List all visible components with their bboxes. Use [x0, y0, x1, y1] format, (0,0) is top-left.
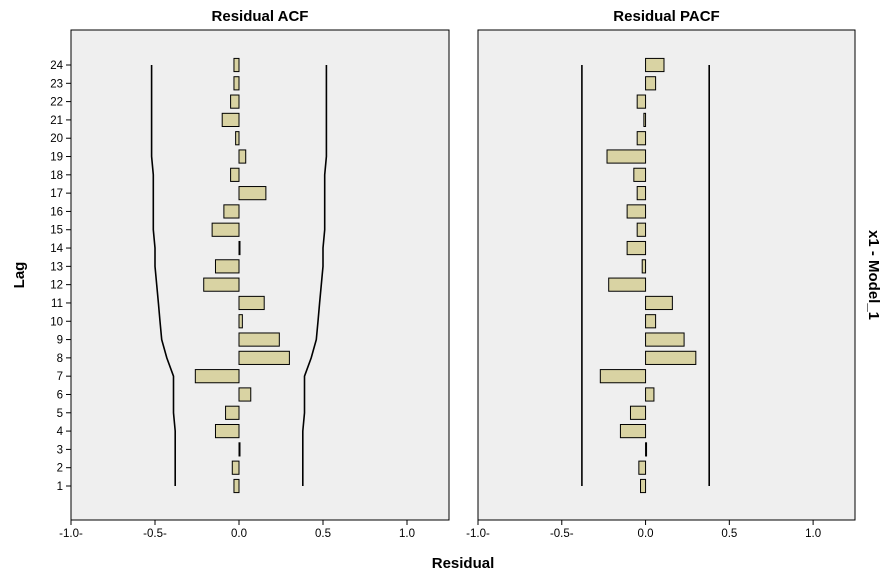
y-tick-label: 23	[50, 78, 63, 90]
bar-lag-13	[641, 259, 647, 274]
y-tick-label: 9	[57, 335, 63, 347]
x-tick-label: -0.5-	[550, 528, 574, 540]
acf-panel	[70, 29, 450, 521]
y-tick-label: 24	[50, 60, 63, 72]
y-tick-label: 6	[57, 389, 63, 401]
bar-lag-17	[636, 186, 647, 201]
bar-lag-3	[238, 442, 241, 457]
bar-lag-6	[645, 387, 655, 402]
y-tick-label: 15	[50, 225, 63, 237]
bar-lag-9	[645, 332, 685, 347]
x-axis-title: Residual	[432, 555, 495, 572]
bar-lag-24	[233, 57, 240, 73]
bar-lag-19	[238, 149, 247, 164]
bar-lag-20	[235, 131, 240, 146]
bar-lag-23	[233, 76, 240, 91]
bar-lag-15	[636, 222, 647, 237]
bar-lag-18	[633, 167, 647, 182]
y-tick-label: 4	[57, 426, 64, 438]
x-tick-label: -0.5-	[143, 528, 167, 540]
bar-lag-1	[233, 478, 240, 494]
bar-lag-23	[645, 76, 657, 91]
bar-lag-16	[223, 204, 240, 219]
x-tick-label: 0.0	[231, 528, 247, 540]
y-tick-label: 8	[57, 353, 63, 365]
acf-panel-title: Residual ACF	[212, 8, 309, 25]
bar-lag-16	[626, 204, 647, 219]
bar-lag-8	[238, 350, 290, 365]
bar-lag-12	[608, 277, 647, 292]
bar-lag-15	[211, 222, 240, 237]
bar-lag-3	[645, 442, 648, 457]
y-tick-label: 2	[57, 463, 63, 475]
bar-lag-10	[238, 314, 243, 329]
bar-lag-2	[231, 460, 240, 475]
bar-lag-10	[645, 314, 657, 329]
bar-lag-24	[645, 57, 665, 73]
y-tick-label: 5	[57, 408, 63, 420]
model-label: x1 - Model_1	[865, 230, 882, 320]
bar-lag-13	[214, 259, 240, 274]
y-tick-label: 3	[57, 444, 63, 456]
bar-lag-22	[636, 94, 647, 109]
acf-residual-axis: -1.0- -0.5- 0.0 0.5 1.0	[59, 520, 415, 540]
bar-lag-4	[619, 423, 647, 439]
bar-lag-9	[238, 332, 280, 347]
x-tick-label: 0.5	[721, 528, 737, 540]
bar-lag-5	[225, 405, 240, 420]
bar-lag-22	[230, 94, 240, 109]
y-tick-label: 12	[50, 280, 63, 292]
x-tick-label: 0.5	[315, 528, 331, 540]
x-tick-label: 0.0	[638, 528, 654, 540]
bar-lag-7	[599, 369, 647, 384]
bar-lag-21	[221, 112, 240, 128]
y-tick-label: 18	[50, 170, 63, 182]
pacf-residual-axis: -1.0- -0.5- 0.0 0.5 1.0	[466, 520, 821, 540]
bar-lag-14	[626, 240, 647, 256]
y-tick-label: 1	[57, 481, 63, 493]
y-tick-label: 10	[50, 316, 63, 328]
x-tick-label: -1.0-	[466, 528, 490, 540]
x-tick-label: 1.0	[805, 528, 821, 540]
bar-lag-18	[230, 167, 240, 182]
pacf-panel-title: Residual PACF	[613, 8, 719, 25]
y-tick-label: 7	[57, 371, 63, 383]
bar-lag-11	[645, 295, 673, 311]
y-tick-label: 11	[51, 298, 63, 310]
x-tick-label: -1.0-	[59, 528, 83, 540]
y-tick-label: 20	[50, 133, 63, 145]
bar-lag-14	[238, 240, 241, 256]
bar-lag-19	[606, 149, 647, 164]
y-tick-label: 14	[50, 243, 63, 255]
bar-lag-7	[194, 369, 240, 384]
bar-lag-11	[238, 295, 265, 311]
acf-plot-layer	[150, 57, 328, 494]
pacf-panel	[477, 29, 856, 521]
y-axis-title: Lag	[11, 262, 28, 289]
upper-confidence-limit	[301, 65, 328, 486]
bar-lag-12	[203, 277, 240, 292]
y-tick-label: 19	[50, 152, 63, 164]
bar-lag-1	[640, 478, 647, 494]
lower-confidence-limit	[150, 65, 176, 486]
y-tick-label: 22	[50, 97, 63, 109]
pacf-plot-layer	[581, 57, 711, 494]
y-tick-label: 16	[50, 206, 63, 218]
bar-lag-20	[636, 131, 647, 146]
bar-lag-5	[629, 405, 647, 420]
bar-lag-17	[238, 186, 267, 201]
bar-lag-4	[214, 423, 240, 439]
x-tick-label: 1.0	[399, 528, 415, 540]
bar-lag-21	[643, 112, 647, 128]
y-tick-label: 17	[50, 188, 63, 200]
bar-lag-2	[638, 460, 647, 475]
y-tick-label: 13	[50, 261, 63, 273]
bar-lag-8	[645, 350, 697, 365]
y-tick-label: 21	[50, 115, 63, 127]
bar-lag-6	[238, 387, 252, 402]
